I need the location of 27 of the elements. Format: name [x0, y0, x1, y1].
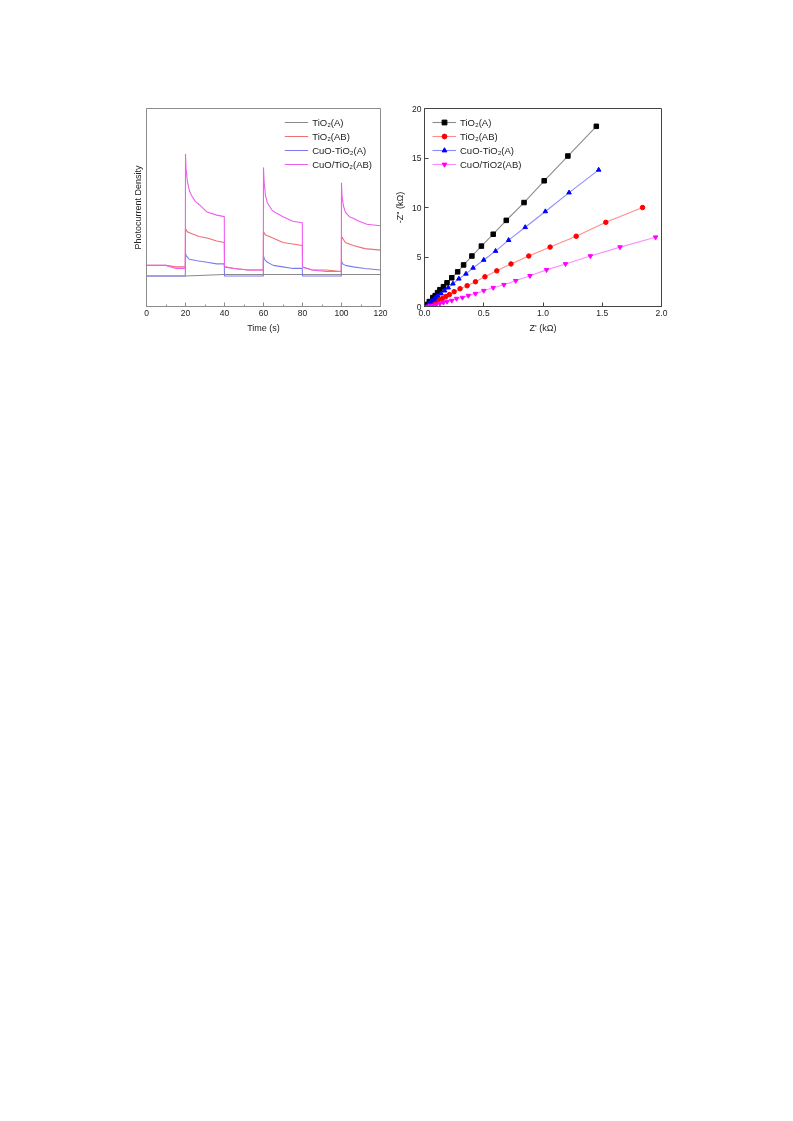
- legend-label: TiO₂(A): [312, 116, 344, 128]
- legend-label: TiO₂(A): [460, 116, 492, 128]
- x-tick-label: 100: [334, 307, 349, 318]
- legend-label: CuO-TiO₂(A): [460, 144, 514, 156]
- x-tick-label: 0.5: [477, 307, 490, 318]
- y-tick-label: 20: [412, 103, 422, 114]
- x-tick-label: 1.5: [596, 307, 609, 318]
- x-tick-label: 120: [373, 307, 388, 318]
- legend-label: CuO/TiO₂(AB): [312, 158, 372, 170]
- y-tick-label: 15: [412, 153, 422, 163]
- x-axis-title: Z' (kΩ): [529, 322, 557, 333]
- x-tick-label: 20: [180, 307, 191, 318]
- y-tick-label: 5: [416, 252, 422, 262]
- x-tick-label: 0: [144, 307, 150, 318]
- x-axis-title: Time (s): [247, 322, 280, 333]
- y-axis-title: -Z'' (kΩ): [395, 191, 406, 224]
- legend-label: TiO₂(AB): [312, 130, 350, 142]
- y-axis-title: Photocurrent Density: [132, 164, 143, 250]
- y-tick-label: 10: [412, 202, 422, 213]
- legend-label: TiO₂(AB): [460, 130, 498, 142]
- x-tick-label: 60: [258, 307, 269, 318]
- x-tick-label: 2.0: [655, 307, 668, 318]
- legend-label: CuO-TiO₂(A): [312, 144, 367, 156]
- x-tick-label: 1.0: [537, 307, 550, 318]
- x-tick-label: 80: [297, 307, 308, 318]
- x-tick-label: 40: [219, 307, 230, 318]
- legend-label: CuO/TiO2(AB): [460, 158, 522, 170]
